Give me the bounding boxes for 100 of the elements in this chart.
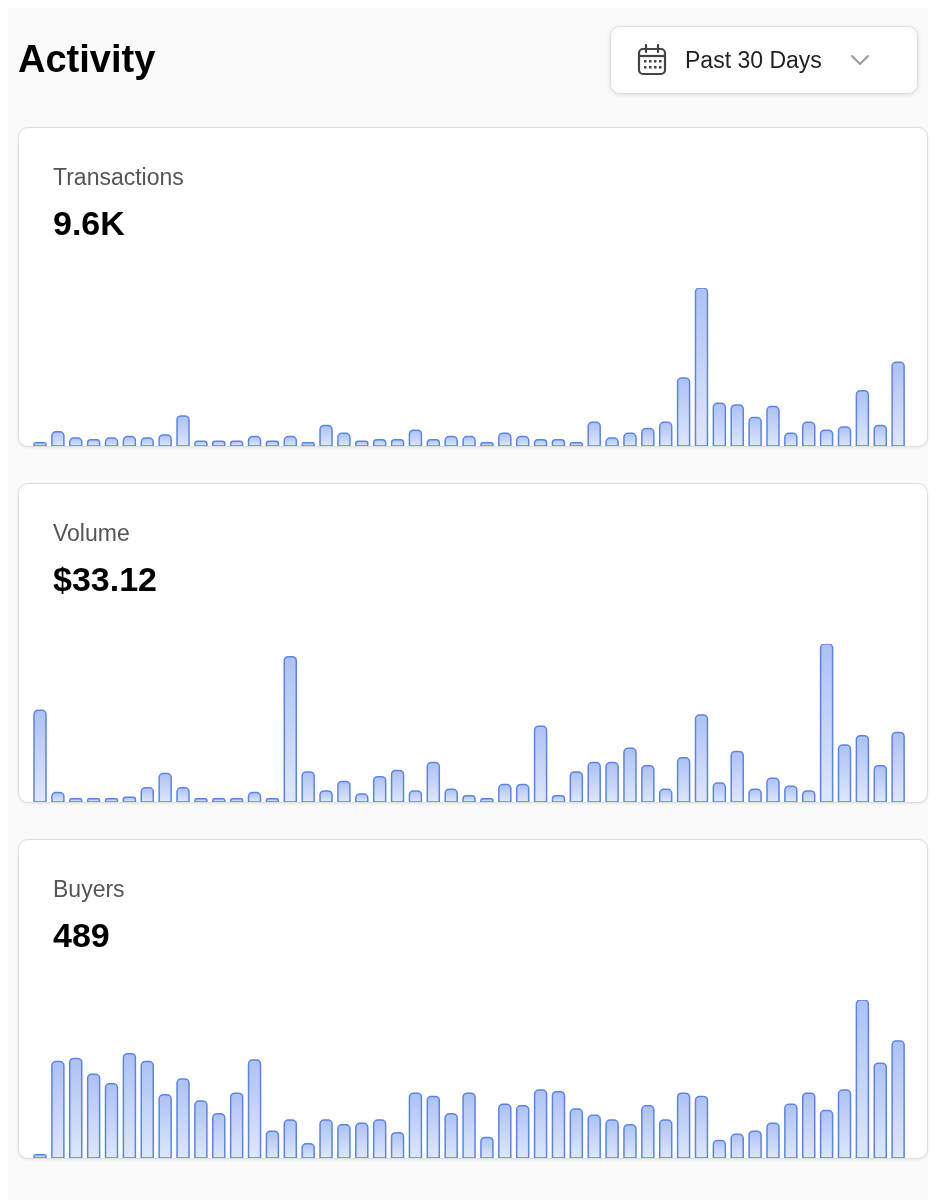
bar (33, 709, 47, 802)
bar (408, 429, 423, 446)
bar (658, 1119, 673, 1158)
bar (748, 1130, 762, 1158)
bar (730, 404, 744, 446)
bar (104, 1082, 119, 1158)
bar (730, 750, 744, 802)
bar (801, 1092, 816, 1158)
bar (372, 775, 387, 802)
bar (694, 288, 709, 446)
chart-subtitle: 489 (53, 916, 110, 955)
bar (533, 725, 548, 802)
bar (748, 416, 762, 446)
bar (784, 1103, 798, 1158)
bar (837, 1089, 852, 1158)
bar (265, 1130, 280, 1158)
bar (587, 761, 601, 802)
bar (569, 771, 584, 802)
bar (247, 1059, 262, 1158)
bar (837, 426, 852, 446)
chart-title: Buyers (53, 876, 125, 903)
bar (676, 377, 691, 446)
bar (873, 1062, 887, 1158)
bar (176, 787, 190, 802)
bar (140, 787, 155, 802)
bar (158, 772, 172, 802)
bar (694, 714, 709, 802)
bar (122, 1052, 137, 1158)
bar (212, 1113, 226, 1158)
bar (51, 431, 65, 446)
bar (283, 655, 298, 802)
bar (86, 1073, 101, 1158)
bar (891, 731, 905, 802)
bar (480, 1136, 494, 1158)
bar (623, 747, 637, 802)
bar (873, 424, 887, 446)
bar (498, 783, 512, 802)
chart-title: Volume (53, 520, 130, 547)
bar (641, 1105, 655, 1158)
bar (140, 1060, 155, 1158)
bar (837, 744, 852, 802)
bar (855, 1000, 870, 1158)
bar (158, 1094, 172, 1158)
bar (337, 432, 351, 446)
bar (426, 761, 441, 802)
bar (229, 1092, 244, 1158)
bar (730, 1133, 744, 1158)
chart-title: Transactions (53, 164, 184, 191)
bar (355, 1122, 369, 1158)
bar (194, 1100, 208, 1158)
text: Activity (18, 38, 156, 81)
bar (444, 1113, 458, 1158)
bar (390, 769, 405, 802)
bar (623, 432, 637, 446)
bar (784, 432, 798, 446)
bar (676, 757, 691, 802)
bar (855, 734, 870, 802)
bar (766, 777, 780, 802)
bar (319, 1119, 333, 1158)
chart-subtitle: 9.6K (53, 204, 125, 243)
bar (587, 1114, 601, 1158)
bar (748, 788, 762, 802)
bar (69, 1057, 83, 1158)
bar (605, 1119, 619, 1158)
bar (712, 782, 727, 802)
bar (51, 1060, 65, 1158)
bar (694, 1095, 709, 1158)
bar (641, 764, 655, 802)
bar (533, 1089, 548, 1158)
bar (551, 1090, 566, 1158)
bar (801, 421, 816, 446)
bar (301, 771, 315, 802)
bar (390, 1131, 405, 1158)
bar (319, 424, 333, 446)
bar (498, 432, 512, 446)
bar (444, 788, 458, 802)
bar (605, 761, 619, 802)
bar (587, 421, 601, 446)
bar (283, 1119, 298, 1158)
bar (819, 1109, 834, 1158)
bar (337, 780, 351, 802)
bar (515, 1105, 530, 1158)
bar (569, 1108, 584, 1158)
bar (515, 783, 530, 802)
bar (873, 764, 887, 802)
bar (641, 427, 655, 446)
bar (408, 1092, 423, 1158)
bar (891, 1040, 905, 1158)
bar (658, 421, 673, 446)
bar (372, 1119, 387, 1158)
bar (623, 1124, 637, 1158)
bar (784, 785, 798, 802)
bar (855, 389, 870, 446)
bar (819, 429, 834, 446)
bar (891, 361, 905, 446)
chart-subtitle: $33.12 (53, 560, 157, 599)
bar (676, 1092, 691, 1158)
bar (176, 415, 190, 446)
bar (337, 1124, 351, 1158)
text: Past 30 Days (685, 46, 822, 74)
